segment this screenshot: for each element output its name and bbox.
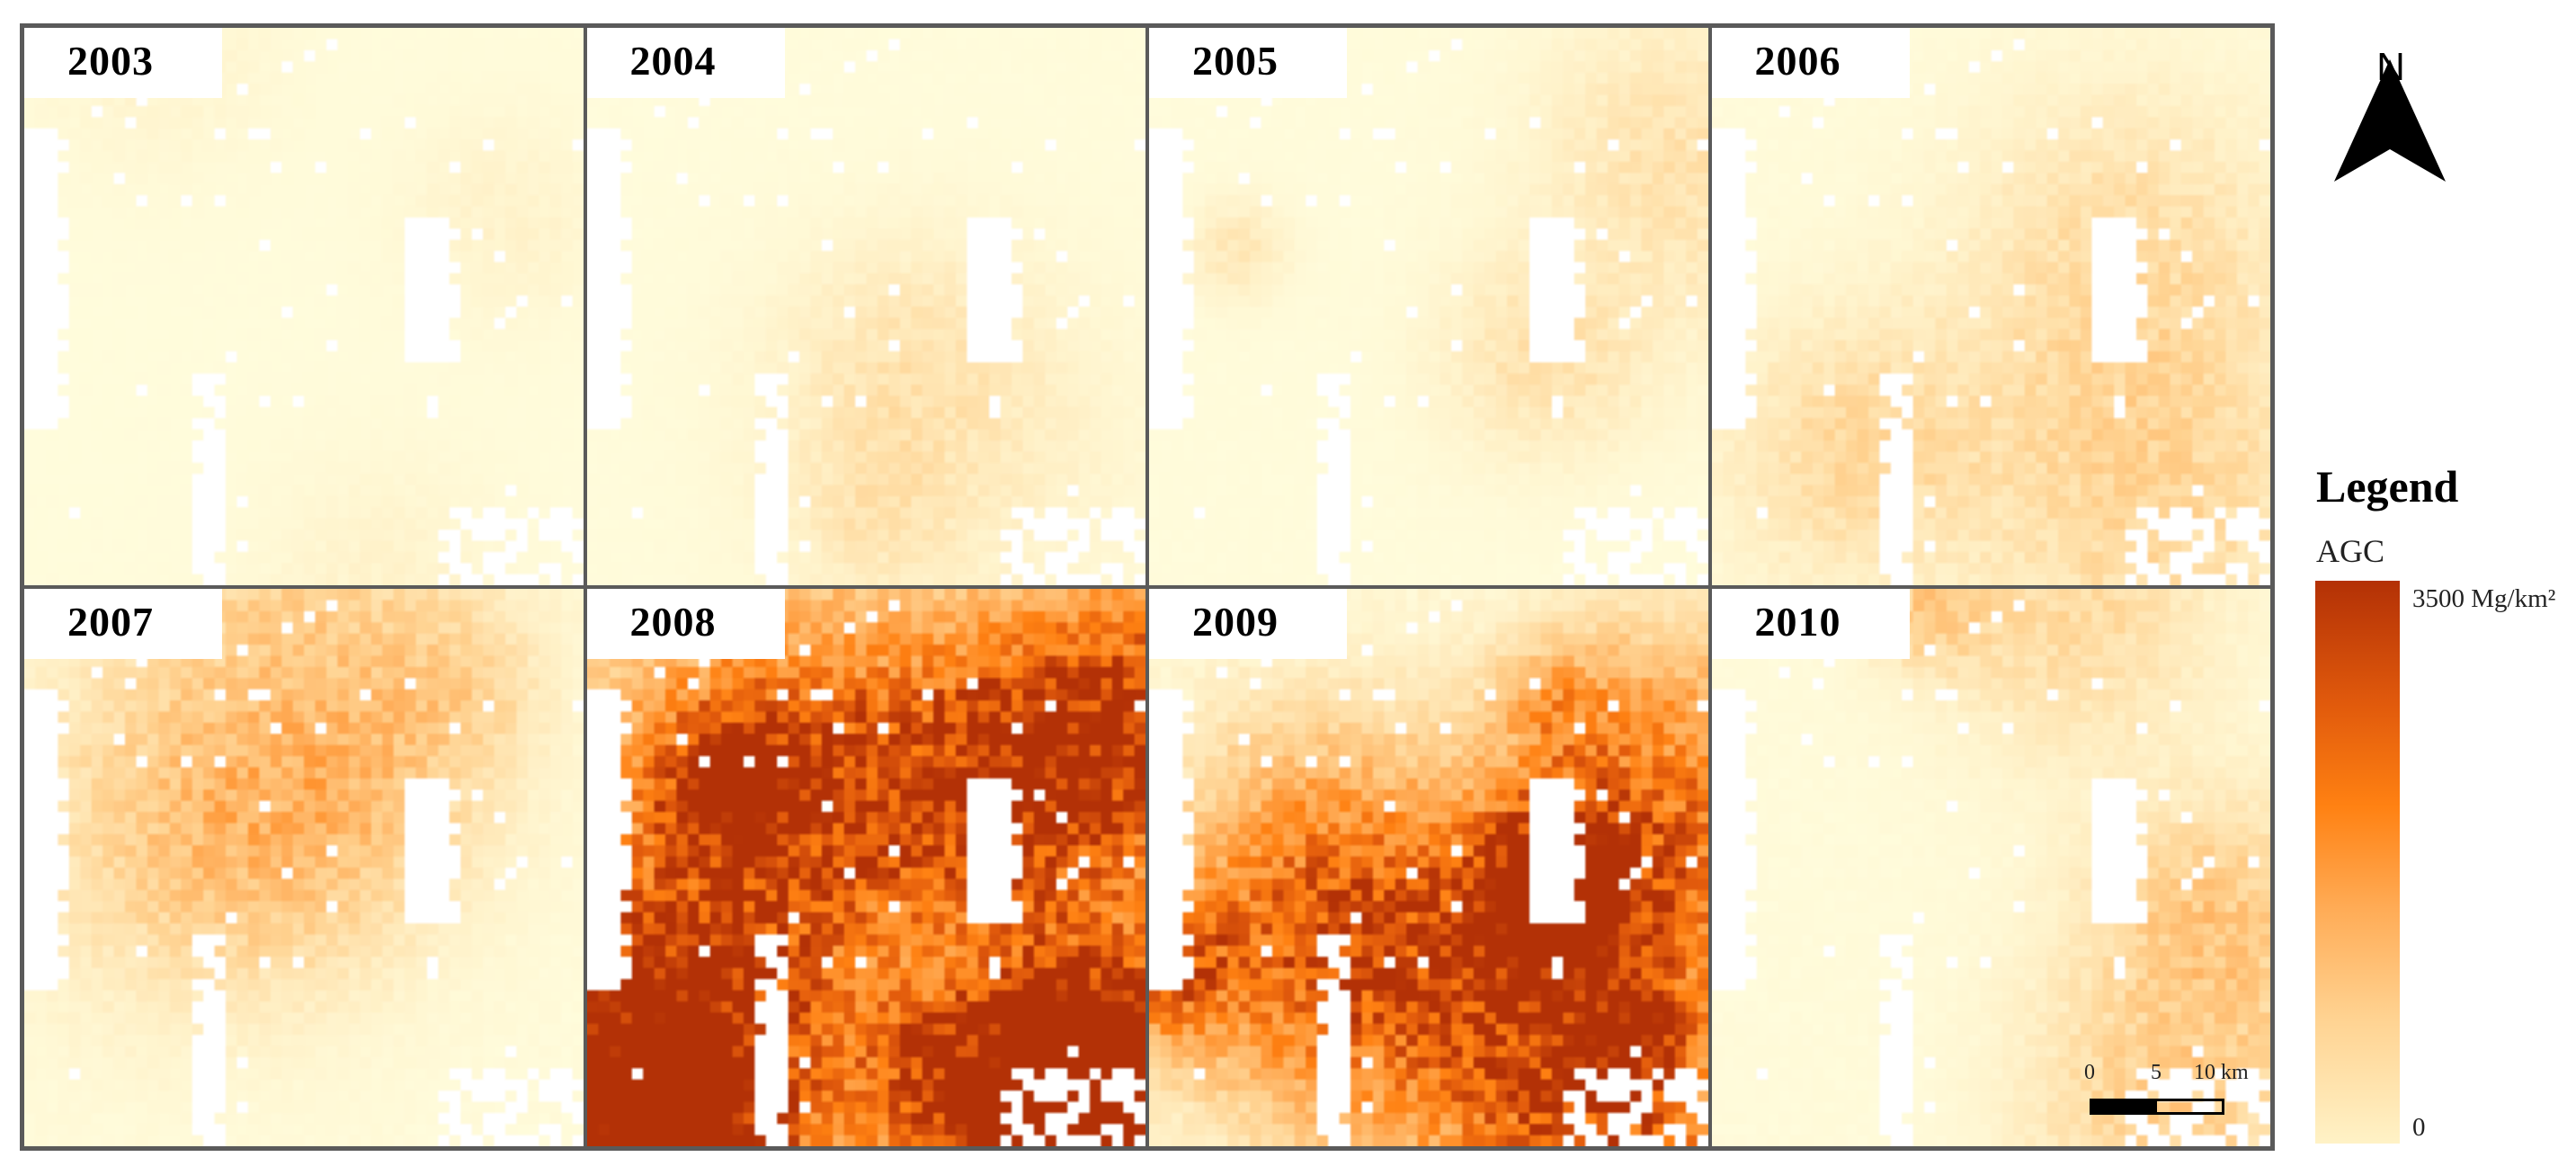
agc-raster xyxy=(1711,28,2270,585)
year-label: 2006 xyxy=(1754,38,1841,84)
agc-raster xyxy=(1149,28,1708,585)
year-label-box xyxy=(586,589,785,659)
legend-title: Legend xyxy=(2316,461,2459,512)
map-panel-2004: 2004 xyxy=(586,28,1145,585)
map-panel-2005: 2005 xyxy=(1149,28,1708,585)
legend-field-label: AGC xyxy=(2316,533,2385,569)
legend-color-ramp xyxy=(2315,581,2400,1144)
year-label: 2004 xyxy=(629,38,717,84)
north-arrow-icon xyxy=(2334,59,2446,182)
agc-raster xyxy=(1711,589,2270,1146)
agc-raster xyxy=(1149,589,1708,1146)
agc-raster xyxy=(586,589,1145,1146)
map-panel-2010: 2010 xyxy=(1711,589,2270,1146)
year-label: 2007 xyxy=(67,599,154,645)
scale-tick-5: 5 xyxy=(2151,1061,2162,1084)
year-label-box xyxy=(24,589,222,659)
year-label-box xyxy=(586,28,785,98)
year-label: 2003 xyxy=(67,38,154,84)
scale-tick-10km: 10 km xyxy=(2194,1061,2249,1084)
year-label-box xyxy=(24,28,222,98)
year-label-box xyxy=(1711,28,1910,98)
map-panel-2007: 2007 xyxy=(24,589,584,1146)
map-panel-2009: 2009 xyxy=(1149,589,1708,1146)
map-panel-2006: 2006 xyxy=(1711,28,2270,585)
agc-raster xyxy=(24,28,584,585)
agc-raster xyxy=(24,589,584,1146)
year-label: 2005 xyxy=(1192,38,1279,84)
year-label: 2008 xyxy=(629,599,717,645)
map-panel-grid: 2003 2004 2005 2006 2007 2008 2009 2010 xyxy=(20,23,2275,1151)
map-panel-2003: 2003 xyxy=(24,28,584,585)
legend-max-label: 3500 Mg/km² xyxy=(2412,584,2556,613)
scale-bar xyxy=(2090,1099,2224,1115)
year-label-box xyxy=(1149,28,1347,98)
year-label: 2010 xyxy=(1754,599,1841,645)
agc-raster xyxy=(586,28,1145,585)
year-label: 2009 xyxy=(1192,599,1279,645)
legend-min-label: 0 xyxy=(2412,1113,2426,1142)
year-label-box xyxy=(1149,589,1347,659)
year-label-box xyxy=(1711,589,1910,659)
map-panel-2008: 2008 xyxy=(586,589,1145,1146)
scale-bar-black-segment xyxy=(2092,1101,2157,1112)
scale-tick-0: 0 xyxy=(2084,1061,2095,1084)
